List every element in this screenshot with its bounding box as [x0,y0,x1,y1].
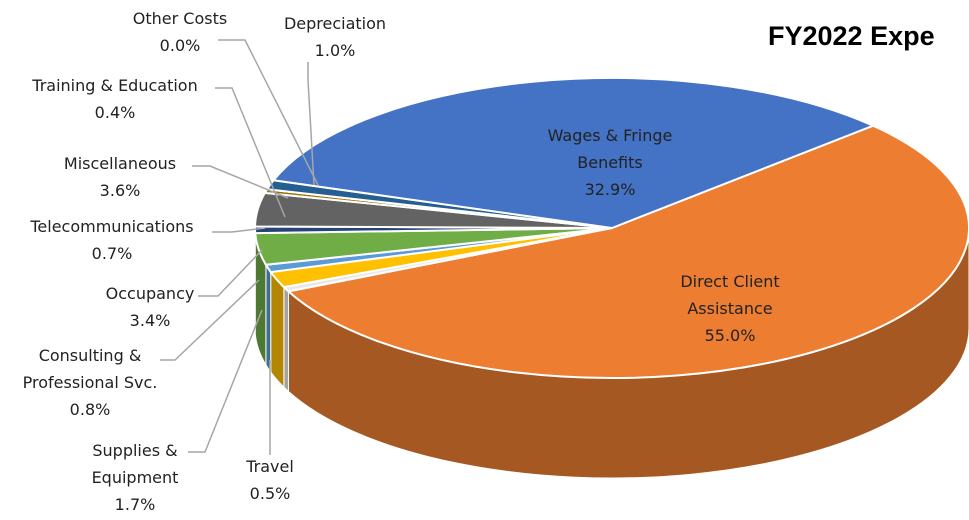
pie-side [265,262,272,374]
leader-line [192,165,289,199]
label-name: Supplies & Equipment [91,441,179,487]
leader-lines [160,39,319,455]
data-label: Training & Education 0.4% [0,72,230,126]
label-value: 0.5% [249,484,291,503]
pie-side [270,270,285,389]
label-name: Miscellaneous [63,154,177,173]
pie-slice [286,124,969,379]
data-label: Occupancy 3.4% [80,280,220,334]
label-name: Direct Client Assistance [680,272,780,318]
label-name: Travel [246,457,294,476]
label-name: Telecommunications [30,217,194,236]
label-value: 1.0% [314,41,356,60]
data-label: Direct Client Assistance 55.0% [655,268,805,349]
pie-side [283,285,289,393]
leader-line [160,279,260,361]
label-name: Occupancy [105,284,195,303]
leader-line [212,227,266,233]
label-value: 0.8% [69,400,111,419]
leader-line [218,39,319,186]
label-value: 3.4% [129,311,171,330]
data-label: Other Costs 0.0% [105,5,255,59]
label-name: Other Costs [132,9,228,28]
label-value: 55.0% [704,326,756,345]
label-name: Consulting & Professional Svc. [22,346,158,392]
leader-line [188,309,263,453]
leader-line [215,87,286,218]
label-name: Wages & Fringe Benefits [547,126,673,172]
chart-title: FY2022 Expe [768,21,935,51]
label-value: 1.7% [114,495,156,514]
label-value: 0.0% [159,36,201,55]
data-label: Consulting & Professional Svc. 0.8% [3,342,178,423]
label-name: Training & Education [32,76,198,95]
data-label: Supplies & Equipment 1.7% [70,437,200,518]
label-value: 0.7% [91,244,133,263]
label-value: 3.6% [99,181,141,200]
label-value: 0.4% [94,103,136,122]
data-label: Telecommunications 0.7% [2,213,222,267]
leader-line [198,249,263,297]
leader-line [307,62,315,186]
pie-slice [271,77,876,230]
label-name: Depreciation [283,14,387,33]
data-label: Travel 0.5% [230,453,310,507]
data-label: Wages & Fringe Benefits 32.9% [535,122,685,203]
label-value: 32.9% [584,180,636,199]
data-label: Miscellaneous 3.6% [30,150,210,204]
data-label: Depreciation 1.0% [260,10,410,64]
